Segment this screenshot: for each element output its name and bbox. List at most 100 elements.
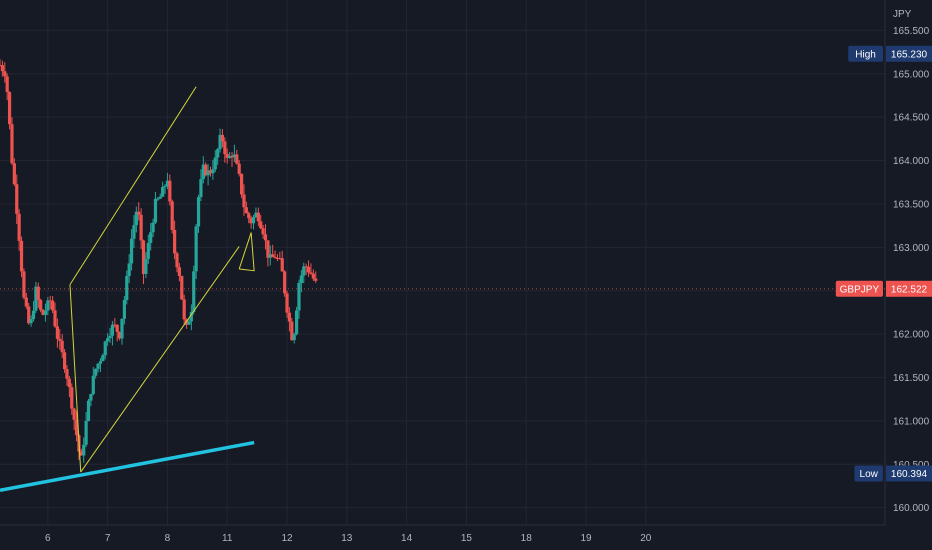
candle-body xyxy=(132,225,136,239)
low-badge-value: 160.394 xyxy=(891,469,928,480)
candle-body xyxy=(15,184,19,214)
candles xyxy=(0,59,318,463)
candle-body xyxy=(290,321,294,341)
candle-body xyxy=(129,238,134,264)
candle-body xyxy=(65,369,69,379)
candle-body xyxy=(70,387,74,409)
candle-body xyxy=(249,218,253,224)
candle-body xyxy=(51,300,55,311)
candle-body xyxy=(259,221,263,229)
candle-body xyxy=(192,271,196,312)
candle-body xyxy=(235,154,239,164)
candle-body xyxy=(271,254,275,257)
candle-body xyxy=(208,170,213,174)
candle-body xyxy=(299,275,303,283)
price-tick: 164.500 xyxy=(893,113,930,124)
price-tick: 163.500 xyxy=(893,199,930,210)
candle-body xyxy=(3,71,7,77)
candle-body xyxy=(12,163,16,185)
candle-body xyxy=(244,207,248,214)
candle-body xyxy=(58,338,62,341)
candle-body xyxy=(10,124,14,164)
candle-body xyxy=(115,324,119,333)
candle-body xyxy=(113,324,117,326)
candle-body xyxy=(237,163,241,174)
channel-left-edge xyxy=(69,284,82,473)
candle-body xyxy=(283,271,287,294)
last-price-badge-value-box xyxy=(886,280,932,297)
candle-body xyxy=(103,341,107,356)
candle-body xyxy=(256,212,260,222)
candle-body xyxy=(31,310,36,320)
currency-label: JPY xyxy=(893,9,912,20)
price-tick: 160.500 xyxy=(893,460,930,471)
price-tick: 162.000 xyxy=(893,330,930,341)
candle-body xyxy=(161,186,165,197)
candle-body xyxy=(168,180,172,202)
price-tick: 160.000 xyxy=(893,503,930,514)
low-badge-label-box xyxy=(854,465,883,482)
candle-body xyxy=(134,211,138,226)
time-axis[interactable]: 6 7 8 11 12 13 14 15 18 19 20 xyxy=(45,533,652,544)
candle-body xyxy=(122,300,126,319)
candle-body xyxy=(144,258,148,274)
candle-body xyxy=(158,196,162,199)
candle-body xyxy=(24,297,28,307)
candle-body xyxy=(55,326,60,339)
time-tick: 12 xyxy=(281,533,293,544)
price-tick: 164.000 xyxy=(893,156,930,167)
candle-body xyxy=(213,157,217,170)
last-price-badge-label-box xyxy=(835,280,883,297)
high-badge-value-box xyxy=(886,45,932,62)
candle-body xyxy=(180,275,184,300)
candle-body xyxy=(84,420,88,445)
candle-body xyxy=(0,65,4,72)
candle-body xyxy=(263,234,268,241)
candle-body xyxy=(163,185,167,187)
candle-body xyxy=(314,278,318,281)
high-badge-label: High xyxy=(855,49,876,60)
support-trendline xyxy=(0,440,255,493)
candle-body xyxy=(39,300,43,310)
high-badge-label-box xyxy=(848,45,883,62)
candle-body xyxy=(187,321,191,325)
channel-upper-line xyxy=(69,86,197,285)
candle-body xyxy=(125,276,129,301)
candle-body xyxy=(137,211,141,215)
candle-body xyxy=(29,319,33,324)
time-tick: 11 xyxy=(222,533,233,544)
candle-body xyxy=(294,310,299,335)
candle-body xyxy=(175,253,179,268)
time-tick: 20 xyxy=(640,533,652,544)
candle-body xyxy=(287,312,292,322)
candle-body xyxy=(67,378,71,388)
candle-body xyxy=(17,213,21,241)
candle-body xyxy=(41,309,45,315)
candle-body xyxy=(7,92,12,125)
candle-body xyxy=(19,240,24,272)
candle-body xyxy=(194,226,198,272)
candle-body xyxy=(261,228,265,235)
drawings xyxy=(0,86,255,493)
price-tick: 161.000 xyxy=(893,416,930,427)
candle-body xyxy=(177,267,181,276)
candle-body xyxy=(53,310,57,327)
candle-body xyxy=(62,352,67,370)
price-tick: 165.000 xyxy=(893,69,930,80)
candle-body xyxy=(309,272,313,274)
candle-body xyxy=(254,212,258,218)
candle-body xyxy=(280,258,284,272)
candle-body xyxy=(306,266,311,273)
candle-body xyxy=(5,76,9,93)
candle-body xyxy=(268,254,272,258)
candle-body xyxy=(302,266,306,276)
candle-body xyxy=(46,300,50,311)
price-badges: High 165.230 Low 160.394 GBPJPY 162.522 xyxy=(835,45,932,482)
candle-body xyxy=(165,180,170,186)
candle-body xyxy=(228,155,232,159)
candle-body xyxy=(91,375,95,394)
candle-body xyxy=(98,361,103,364)
candle-body xyxy=(297,282,301,311)
candle-body xyxy=(304,266,308,268)
